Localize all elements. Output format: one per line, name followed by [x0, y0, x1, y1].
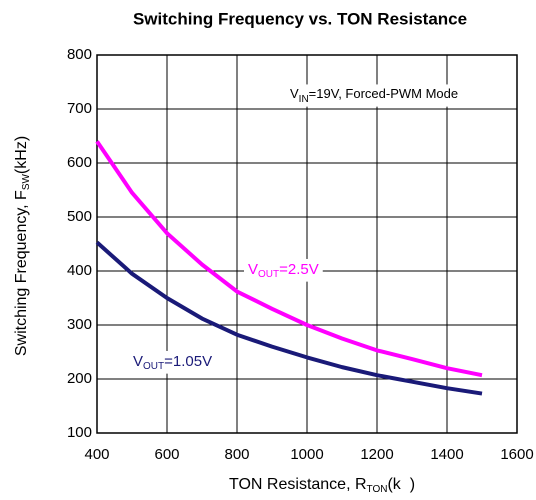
- y-tick-label: 100: [67, 424, 92, 441]
- series-label-bg: [129, 350, 217, 374]
- annotation-main: V: [290, 86, 299, 101]
- series-line: [95, 140, 483, 378]
- y-axis-label-sub: SW: [21, 173, 32, 190]
- y-tick-label: 300: [67, 316, 92, 333]
- series-line: [95, 240, 483, 396]
- series-label-main: V: [133, 353, 143, 370]
- y-axis-label: Switching Frequency, FSW(kHz): [13, 136, 31, 356]
- series-label-sub: OUT: [258, 269, 279, 280]
- x-tick-label: 800: [224, 446, 249, 463]
- series-label-rest: =1.05V: [164, 353, 212, 370]
- annotation: VIN=19V, Forced-PWM Mode: [290, 86, 458, 104]
- x-axis-label-main: TON Resistance, R: [229, 476, 367, 493]
- annotation-rest: =19V, Forced-PWM Mode: [309, 86, 458, 101]
- y-axis-label-rest: (kHz): [13, 136, 30, 174]
- x-axis-label-rest: (k ): [387, 476, 415, 493]
- x-tick-label: 1400: [430, 446, 463, 463]
- x-axis-label-sub: TON: [367, 484, 388, 495]
- annotation-sub: IN: [299, 94, 309, 105]
- x-axis-label: TON Resistance, RTON(k ): [229, 476, 415, 494]
- series-label: VOUT=2.5V: [248, 261, 319, 280]
- x-tick-label: 400: [84, 446, 109, 463]
- series-label-rest: =2.5V: [279, 261, 319, 278]
- x-tick-label: 600: [154, 446, 179, 463]
- y-tick-label: 500: [67, 208, 92, 225]
- series-label: VOUT=1.05V: [133, 353, 212, 372]
- y-tick-label: 200: [67, 370, 92, 387]
- series-label-main: V: [248, 261, 258, 278]
- chart-title: Switching Frequency vs. TON Resistance: [133, 9, 467, 28]
- x-tick-label: 1000: [290, 446, 323, 463]
- series-label-bg: [244, 258, 323, 282]
- series-label-sub: OUT: [143, 361, 164, 372]
- y-tick-label: 600: [67, 154, 92, 171]
- x-tick-label: 1600: [500, 446, 533, 463]
- y-tick-label: 800: [67, 46, 92, 63]
- y-tick-label: 700: [67, 100, 92, 117]
- annotation-bg: [286, 84, 463, 107]
- y-tick-label: 400: [67, 262, 92, 279]
- y-axis-label-main: Switching Frequency, F: [13, 190, 30, 356]
- x-tick-label: 1200: [360, 446, 393, 463]
